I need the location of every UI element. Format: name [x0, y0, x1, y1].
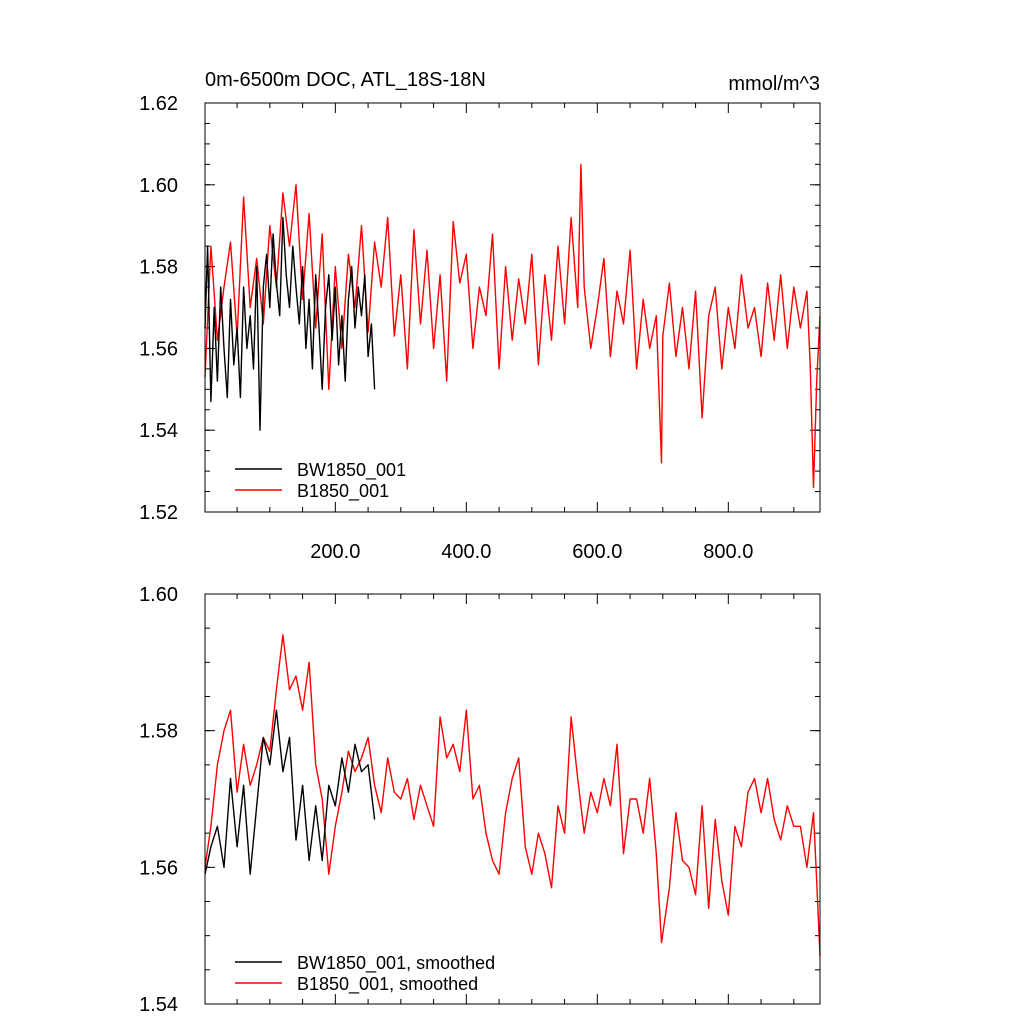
- top-y-tick-label: 1.62: [139, 93, 178, 115]
- top-y-tick-label: 1.54: [139, 420, 178, 442]
- top-chart-title: 0m-6500m DOC, ATL_18S-18N: [205, 69, 486, 91]
- top-y-tick-label: 1.56: [139, 338, 178, 360]
- top-plot-frame: [204, 102, 821, 513]
- bottom-y-tick-label: 1.54: [139, 994, 178, 1016]
- top-legend: BW1850_001 B1850_001: [235, 460, 406, 502]
- bottom-y-tick-label: 1.56: [139, 857, 178, 879]
- bottom-series-line-b1850-001-smoothed: [204, 634, 821, 957]
- top-y-tick-label: 1.58: [139, 257, 178, 279]
- top-legend-label-1: B1850_001: [297, 481, 389, 502]
- bottom-legend-label-0: BW1850_001, smoothed: [297, 953, 495, 974]
- bottom-y-tick-label: 1.58: [139, 721, 178, 743]
- top-x-tick-label: 600.0: [572, 541, 622, 563]
- bottom-chart-panel: 1.54 1.56 1.58 1.60 BW1850_001, smoothed B1…: [139, 584, 821, 1016]
- top-x-tick-label: 200.0: [310, 541, 360, 563]
- top-series-line-bw1850-001: [204, 216, 376, 431]
- top-x-tick-label: 400.0: [441, 541, 491, 563]
- top-legend-label-0: BW1850_001: [297, 460, 406, 481]
- top-chart-units: mmol/m^3: [728, 73, 820, 95]
- top-chart-panel: 0m-6500m DOC, ATL_18S-18N mmol/m^3 1.52 1…: [139, 69, 821, 563]
- bottom-y-tick-label: 1.60: [139, 584, 178, 606]
- top-series-line-b1850-001: [204, 163, 821, 489]
- top-x-tick-label: 800.0: [703, 541, 753, 563]
- bottom-series-line-bw1850-001-smoothed: [204, 709, 376, 875]
- bottom-legend: BW1850_001, smoothed B1850_001, smoothed: [235, 953, 495, 995]
- top-y-tick-label: 1.52: [139, 502, 178, 524]
- top-y-tick-label: 1.60: [139, 175, 178, 197]
- bottom-legend-label-1: B1850_001, smoothed: [297, 974, 478, 995]
- bottom-plot-frame: [204, 593, 821, 1005]
